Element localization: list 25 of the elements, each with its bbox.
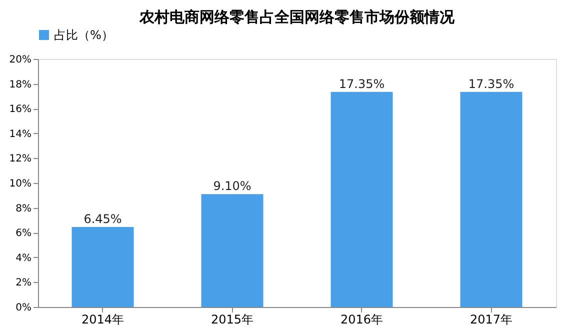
y-tick-label: 8% bbox=[16, 203, 32, 214]
bar bbox=[201, 194, 264, 307]
y-tick-label: 4% bbox=[16, 252, 32, 264]
y-tick-label: 16% bbox=[9, 104, 32, 116]
bar bbox=[330, 92, 393, 307]
bar bbox=[460, 92, 522, 307]
y-tick-label: 18% bbox=[9, 79, 32, 90]
legend-label: 占比（%） bbox=[54, 28, 114, 42]
x-tick-label: 2017年 bbox=[470, 312, 513, 326]
chart-title: 农村电商网络零售占全国网络零售市场份额情况 bbox=[138, 8, 456, 26]
data-label: 9.10% bbox=[213, 179, 252, 194]
y-tick-label: 20% bbox=[9, 54, 32, 66]
y-tick-label: 0% bbox=[16, 302, 32, 314]
data-label: 6.45% bbox=[84, 212, 122, 226]
y-tick-label: 6% bbox=[16, 228, 32, 240]
y-tick-label: 2% bbox=[16, 278, 32, 289]
data-label: 17.35% bbox=[338, 76, 385, 91]
bar bbox=[72, 227, 134, 307]
data-label: 17.35% bbox=[468, 76, 514, 91]
y-tick-label: 12% bbox=[9, 154, 32, 165]
x-tick-label: 2016年 bbox=[340, 312, 384, 326]
y-tick-label: 10% bbox=[9, 178, 32, 190]
x-tick-label: 2015年 bbox=[210, 312, 254, 326]
y-tick-label: 14% bbox=[9, 128, 32, 140]
x-tick-label: 2014年 bbox=[81, 312, 124, 326]
